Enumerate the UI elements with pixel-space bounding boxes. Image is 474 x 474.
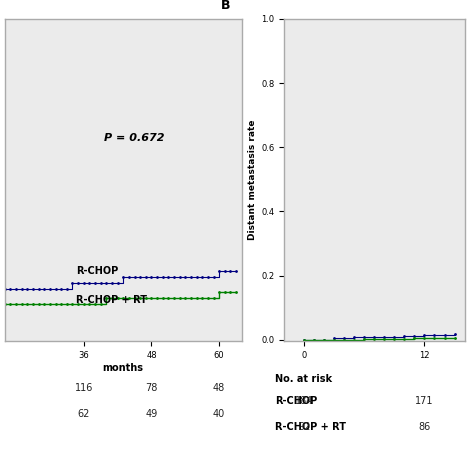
- Text: 171: 171: [415, 396, 434, 406]
- Text: 92: 92: [298, 422, 310, 432]
- Text: R-CHOP: R-CHOP: [275, 396, 318, 406]
- Text: 86: 86: [419, 422, 430, 432]
- Text: 49: 49: [146, 409, 157, 419]
- Text: 116: 116: [74, 383, 93, 393]
- Text: 62: 62: [78, 409, 90, 419]
- Text: R-CHOP + RT: R-CHOP + RT: [76, 295, 147, 305]
- Text: No. at risk: No. at risk: [275, 374, 333, 383]
- Text: R-CHOP: R-CHOP: [76, 265, 118, 275]
- Text: 48: 48: [213, 383, 225, 393]
- Text: P = 0.672: P = 0.672: [104, 134, 165, 144]
- Text: 78: 78: [145, 383, 158, 393]
- X-axis label: months: months: [103, 363, 144, 373]
- Text: B: B: [221, 0, 231, 12]
- Y-axis label: Distant metastasis rate: Distant metastasis rate: [248, 120, 257, 240]
- Text: 184: 184: [295, 396, 314, 406]
- Text: R-CHOP + RT: R-CHOP + RT: [275, 422, 346, 432]
- Text: 40: 40: [213, 409, 225, 419]
